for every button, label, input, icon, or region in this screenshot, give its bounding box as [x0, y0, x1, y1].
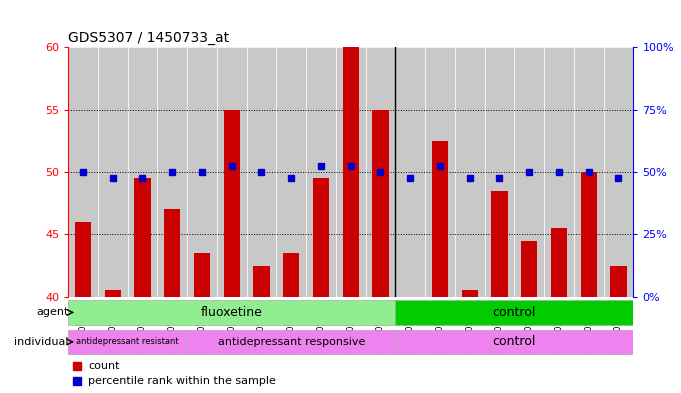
Bar: [283, 253, 300, 297]
Bar: [574, 47, 603, 297]
Bar: [603, 47, 633, 297]
Bar: [455, 47, 485, 297]
Bar: [432, 141, 448, 297]
Bar: [462, 290, 478, 297]
Text: fluoxetine: fluoxetine: [201, 306, 263, 319]
Bar: [485, 47, 514, 297]
Bar: [396, 329, 633, 354]
Bar: [373, 110, 389, 297]
Bar: [343, 47, 359, 297]
Bar: [187, 329, 396, 354]
Bar: [164, 209, 180, 297]
Bar: [98, 47, 127, 297]
Text: antidepressant responsive: antidepressant responsive: [217, 337, 365, 347]
Bar: [217, 47, 247, 297]
Bar: [306, 47, 336, 297]
Bar: [610, 266, 627, 297]
Bar: [366, 47, 396, 297]
Bar: [187, 47, 217, 297]
Text: antidepressant resistant: antidepressant resistant: [76, 338, 179, 346]
Bar: [127, 47, 157, 297]
Bar: [68, 329, 187, 354]
Bar: [425, 47, 455, 297]
Bar: [75, 222, 91, 297]
Bar: [253, 266, 270, 297]
Bar: [134, 178, 151, 297]
Bar: [276, 47, 306, 297]
Bar: [336, 47, 366, 297]
Bar: [551, 228, 567, 297]
Bar: [157, 47, 187, 297]
Bar: [194, 253, 210, 297]
Text: count: count: [88, 362, 119, 371]
Bar: [544, 47, 574, 297]
Bar: [247, 47, 276, 297]
Bar: [396, 47, 425, 297]
Bar: [580, 172, 597, 297]
Text: individual: individual: [14, 337, 69, 347]
Bar: [223, 110, 240, 297]
Bar: [514, 47, 544, 297]
Bar: [68, 300, 396, 325]
Bar: [105, 290, 121, 297]
Bar: [521, 241, 537, 297]
Bar: [396, 300, 633, 325]
Bar: [313, 178, 329, 297]
Bar: [68, 47, 98, 297]
Text: control: control: [492, 335, 536, 349]
Text: control: control: [492, 306, 536, 319]
Text: agent: agent: [36, 307, 69, 318]
Text: GDS5307 / 1450733_at: GDS5307 / 1450733_at: [68, 31, 229, 45]
Bar: [491, 191, 507, 297]
Text: percentile rank within the sample: percentile rank within the sample: [88, 376, 276, 386]
